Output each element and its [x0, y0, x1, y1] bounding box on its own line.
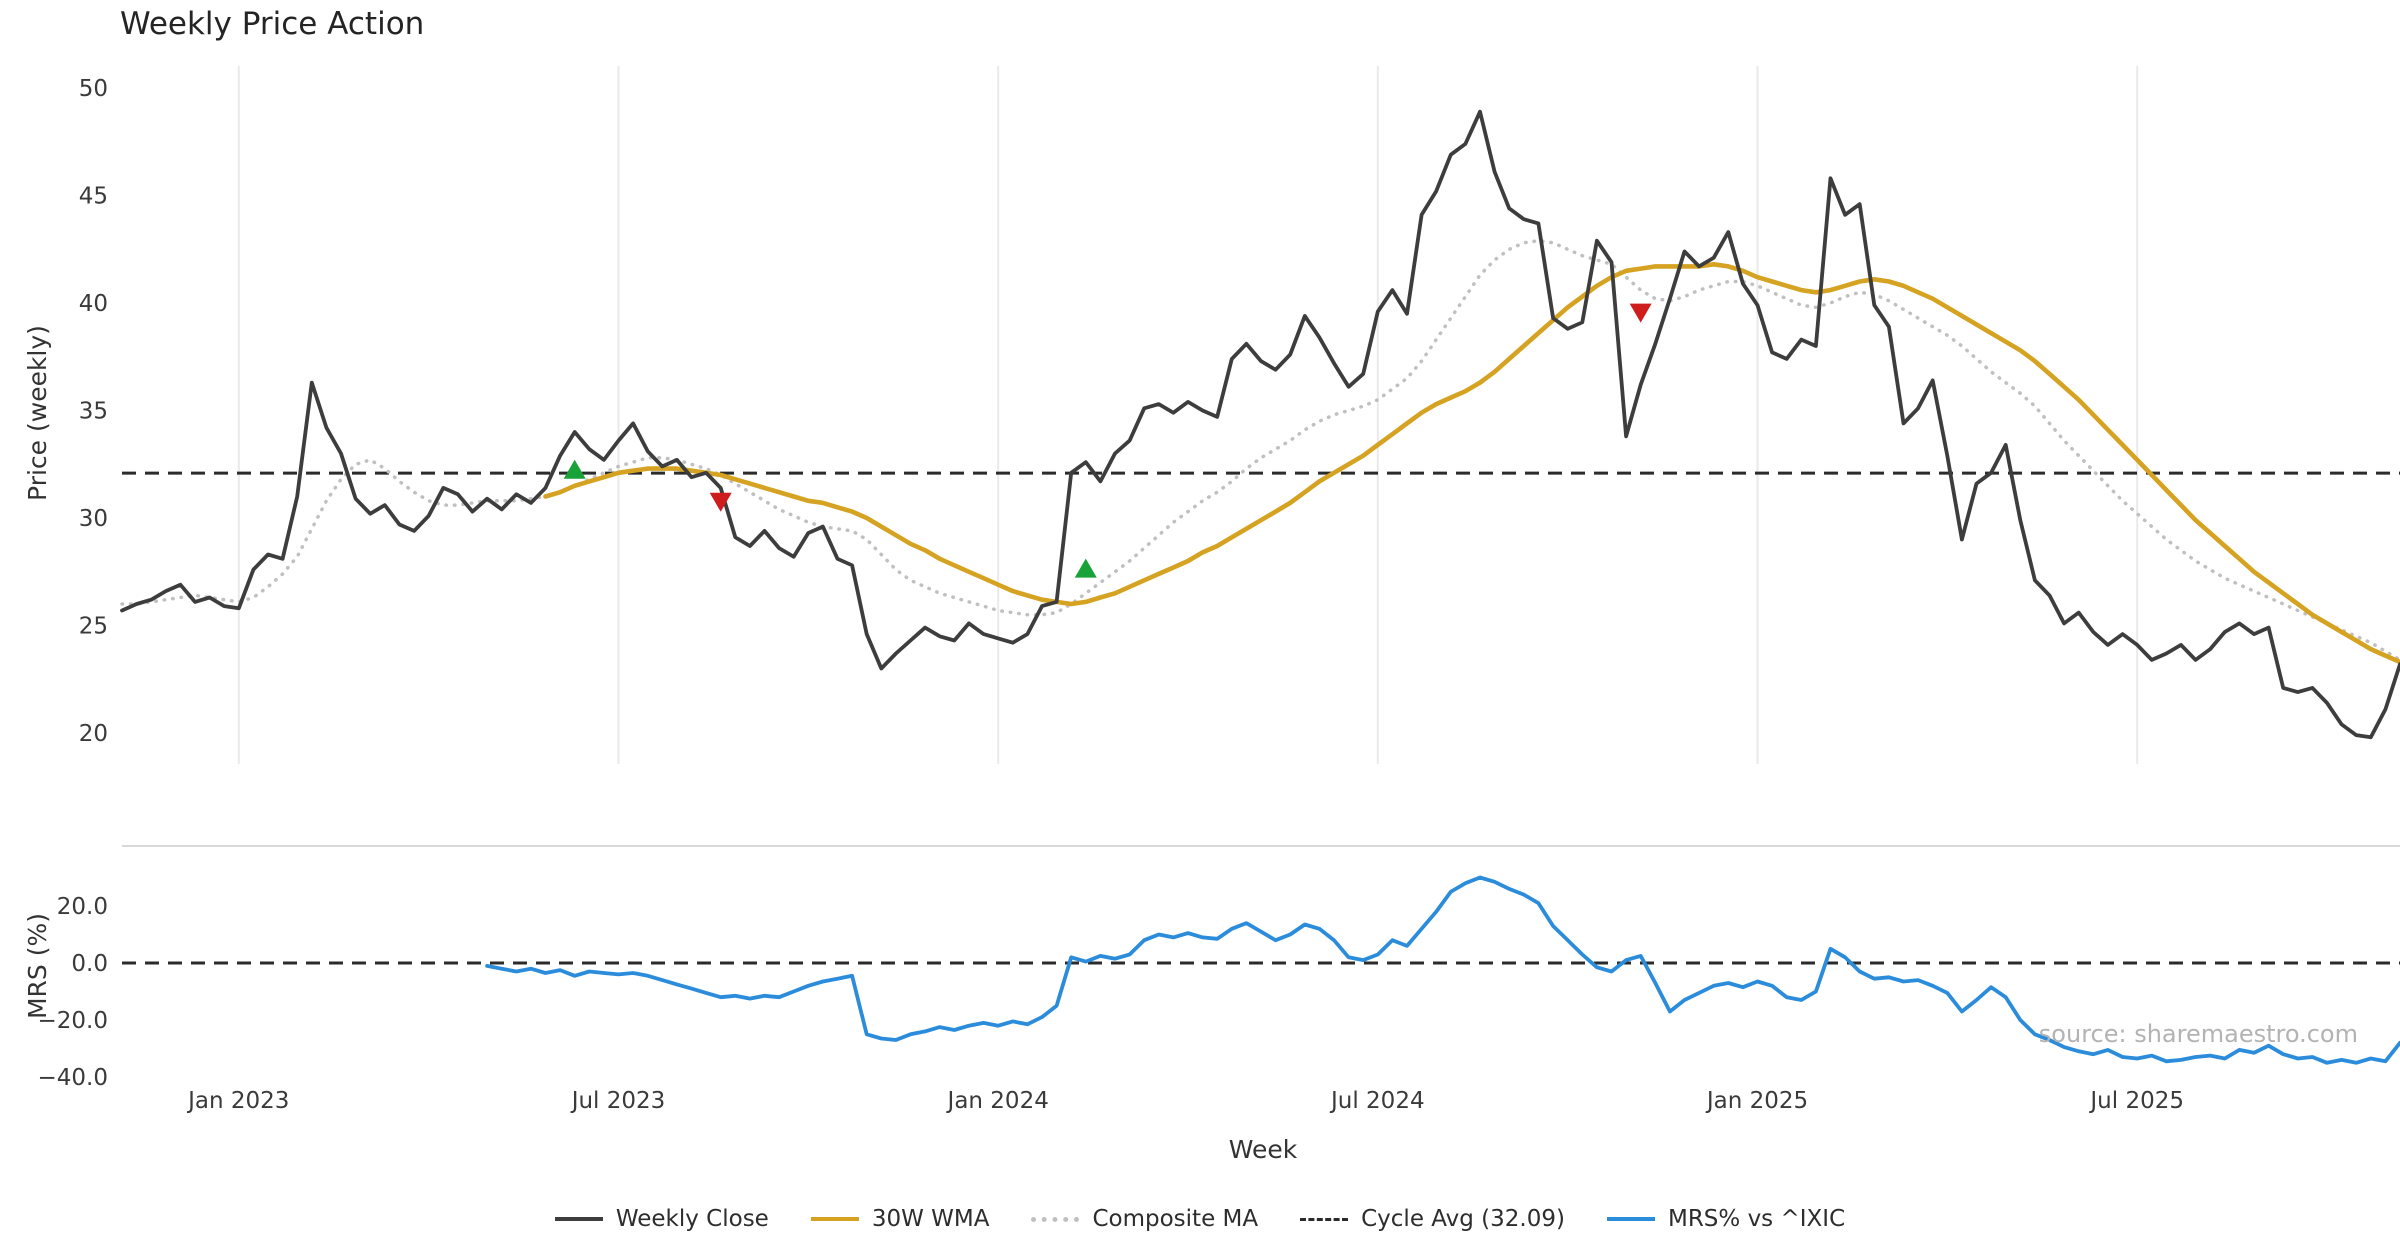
x-tick-label: Jan 2025	[1705, 1088, 1808, 1114]
mrs-axis-label: MRS (%)	[23, 913, 52, 1019]
x-tick-label: Jan 2024	[946, 1088, 1049, 1114]
legend-item: MRS% vs ^IXIC	[1606, 1206, 1846, 1232]
legend: Weekly Close 30W WMA Composite MA Cycle Avg…	[0, 1206, 2400, 1232]
legend-line-sample	[554, 1217, 603, 1221]
price-tick-label: 25	[79, 614, 108, 640]
watermark: source: sharemaestro.com	[2039, 1020, 2358, 1048]
mrs-tick-label: −40.0	[38, 1065, 108, 1091]
legend-label: Composite MA	[1092, 1206, 1259, 1232]
legend-line-sample	[1606, 1217, 1655, 1221]
gridlines	[122, 66, 2400, 847]
legend-label: Weekly Close	[615, 1206, 769, 1232]
legend-item: Cycle Avg (32.09)	[1300, 1206, 1565, 1232]
price-axis-label: Price (weekly)	[23, 325, 52, 501]
legend-label: Cycle Avg (32.09)	[1361, 1206, 1565, 1232]
weekly-close-line	[120, 109, 2400, 740]
legend-line-sample	[1031, 1216, 1080, 1222]
price-series-group	[120, 109, 2400, 740]
buy-signal-marker	[563, 459, 586, 479]
composite-ma-line	[120, 238, 2400, 662]
legend-label: 30W WMA	[871, 1206, 990, 1232]
price-tick-label: 35	[79, 399, 108, 425]
price-tick-label: 30	[79, 506, 108, 532]
mrs-line	[485, 875, 2400, 1065]
legend-item: Composite MA	[1031, 1206, 1258, 1232]
x-tick-label: Jul 2023	[570, 1088, 666, 1114]
x-axis-label: Week	[1229, 1135, 1298, 1164]
price-tick-label: 45	[79, 184, 108, 210]
x-tick-label: Jul 2025	[2088, 1088, 2184, 1114]
mrs-tick-label: 0.0	[71, 951, 108, 977]
mrs-tick-label: −20.0	[38, 1008, 108, 1034]
price-tick-label: 20	[79, 721, 108, 747]
price-tick-label: 50	[79, 76, 108, 102]
axis-tick-labels: Jan 2023 Jul 2023 Jan 2024 Jul 2024 Jan 2025…	[38, 76, 2184, 1114]
sell-signal-marker	[1629, 303, 1652, 323]
signal-markers-group	[563, 303, 1652, 578]
30w-wma-line	[543, 261, 2400, 665]
mrs-series-group	[122, 875, 2400, 1065]
legend-item: Weekly Close	[554, 1206, 769, 1232]
price-tick-label: 40	[79, 291, 108, 317]
buy-signal-marker	[1074, 558, 1097, 578]
x-tick-label: Jul 2024	[1329, 1088, 1425, 1114]
mrs-tick-label: 20.0	[57, 894, 108, 920]
chart-title: Weekly Price Action	[120, 6, 425, 42]
legend-label: MRS% vs ^IXIC	[1667, 1206, 1846, 1232]
legend-item: 30W WMA	[810, 1206, 990, 1232]
legend-line-sample	[1300, 1217, 1349, 1221]
legend-line-sample	[810, 1217, 859, 1221]
sell-signal-marker	[709, 492, 732, 512]
x-tick-label: Jan 2023	[186, 1088, 289, 1114]
